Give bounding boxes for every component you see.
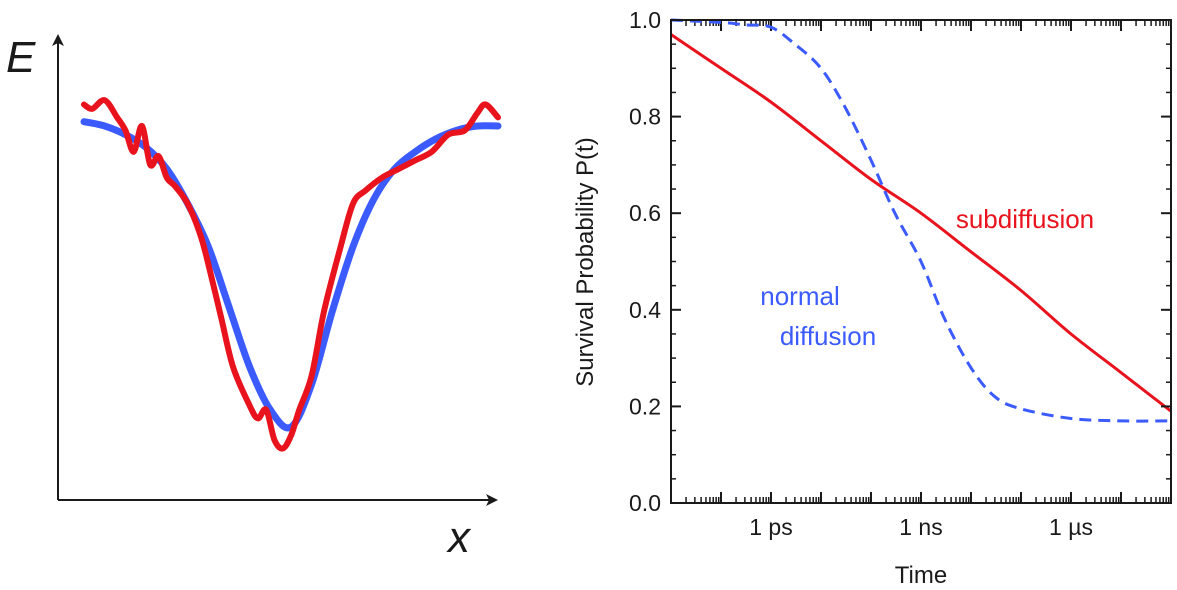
right-series-group — [670, 18, 1172, 423]
y-tick-label: 1.0 — [629, 7, 661, 33]
x-tick-label: 1 ns — [899, 514, 942, 540]
normal-diffusion-line — [670, 18, 1172, 423]
smooth-energy-curve — [80, 118, 502, 432]
right-panel: 0.0 0.2 0.4 0.6 0.8 1.0 1 ps 1 ns 1 µs Time Sur… — [572, 7, 1172, 589]
y-tick-label: 0.0 — [629, 490, 661, 516]
y-tick-label: 0.6 — [629, 200, 661, 226]
x-tick-label: 1 µs — [1049, 514, 1093, 540]
left-y-label: E — [6, 33, 36, 82]
rough-energy-curve — [81, 97, 501, 452]
left-series-group — [80, 97, 502, 452]
x-tick-labels: 1 ps 1 ns 1 µs — [749, 514, 1093, 540]
right-y-label: Survival Probability P(t) — [572, 137, 599, 386]
y-tick-label: 0.2 — [629, 393, 661, 419]
left-panel: E x — [6, 33, 502, 562]
y-tick-label: 0.8 — [629, 104, 661, 130]
annotation-diffusion: diffusion — [780, 321, 876, 351]
subdiffusion-line — [670, 33, 1172, 413]
annotation-normal: normal — [760, 281, 839, 311]
left-x-label: x — [446, 513, 472, 562]
annotation-subdiffusion: subdiffusion — [956, 204, 1094, 234]
y-tick-label: 0.4 — [629, 297, 661, 323]
y-tick-labels: 0.0 0.2 0.4 0.6 0.8 1.0 — [629, 7, 1171, 516]
right-x-label: Time — [895, 562, 947, 589]
x-tick-label: 1 ps — [749, 514, 792, 540]
